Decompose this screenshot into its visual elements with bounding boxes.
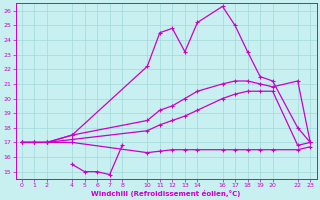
X-axis label: Windchill (Refroidissement éolien,°C): Windchill (Refroidissement éolien,°C) [92, 190, 241, 197]
